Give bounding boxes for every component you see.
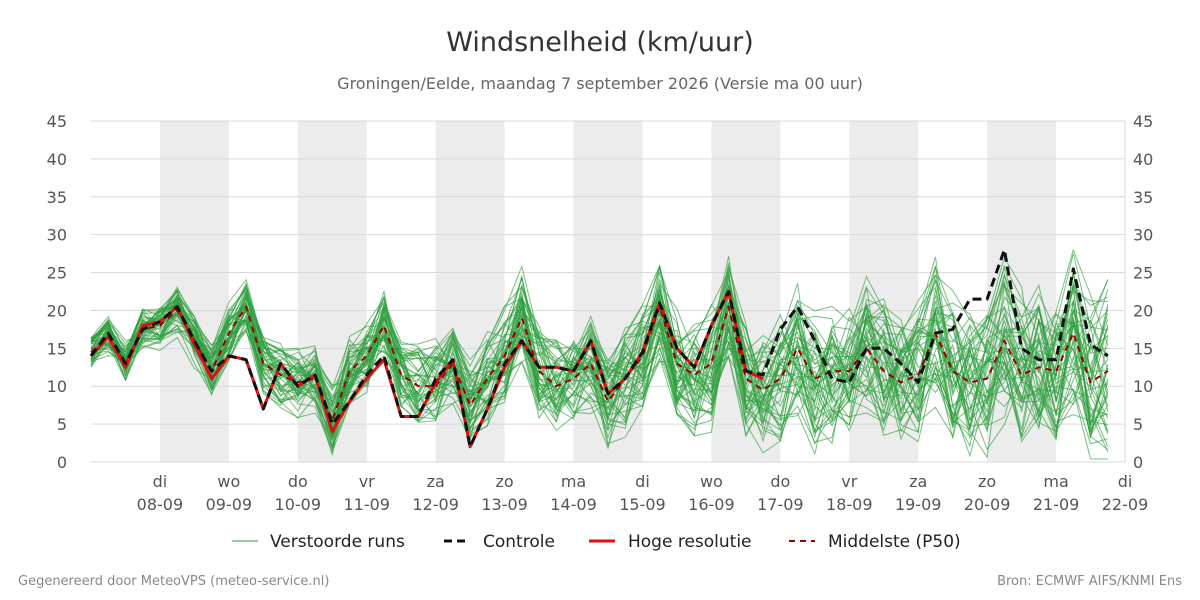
y-axis-left: 0 5 10 15 20 25 30 35 40 45 xyxy=(47,112,67,472)
y-tick-right-10: 10 xyxy=(1133,377,1153,396)
x-axis: di 08-09 wo 09-09 do 10-09 vr 11-09 za 12-09 zo 13-… xyxy=(137,472,1149,514)
x-tick-day-9: do xyxy=(770,472,790,491)
x-tick-date-9: 17-09 xyxy=(757,495,804,514)
y-tick-left-45: 45 xyxy=(47,112,67,131)
y-axis-right: 0 5 10 15 20 25 30 35 40 45 xyxy=(1133,112,1153,472)
x-tick-date-14: 22-09 xyxy=(1102,495,1149,514)
shaded-day-3 xyxy=(573,121,643,462)
y-tick-right-25: 25 xyxy=(1133,264,1153,283)
legend-label-hoge-resolutie: Hoge resolutie xyxy=(628,532,752,552)
x-tick-date-2: 10-09 xyxy=(275,495,322,514)
x-tick-day-3: vr xyxy=(359,472,375,491)
controle-line xyxy=(89,248,1109,449)
x-tick-day-8: wo xyxy=(700,472,723,491)
ensemble-member-40 xyxy=(90,291,1109,423)
x-tick-day-13: ma xyxy=(1043,472,1068,491)
footer-source: Bron: ECMWF AIFS/KNMI Ens xyxy=(997,574,1182,589)
x-tick-date-11: 19-09 xyxy=(895,495,942,514)
y-tick-left-0: 0 xyxy=(57,453,67,472)
x-tick-date-8: 16-09 xyxy=(688,495,735,514)
y-tick-right-40: 40 xyxy=(1133,150,1153,169)
main-series xyxy=(89,248,1109,449)
y-tick-left-30: 30 xyxy=(47,226,67,245)
y-tick-right-0: 0 xyxy=(1133,453,1143,472)
legend-label-controle: Controle xyxy=(483,532,555,552)
x-tick-day-7: di xyxy=(635,472,650,491)
y-tick-right-20: 20 xyxy=(1133,301,1153,320)
ensemble-member-50 xyxy=(90,277,1108,445)
ensemble-member-34 xyxy=(90,294,1109,441)
x-tick-day-10: vr xyxy=(841,472,857,491)
y-tick-right-45: 45 xyxy=(1133,112,1153,131)
ensemble-member-42 xyxy=(90,265,1109,437)
y-tick-left-25: 25 xyxy=(47,264,67,283)
x-tick-date-3: 11-09 xyxy=(343,495,390,514)
x-tick-date-7: 15-09 xyxy=(619,495,666,514)
shaded-day-0 xyxy=(159,121,229,462)
x-tick-day-12: zo xyxy=(978,472,996,491)
ensemble-member-44 xyxy=(90,255,1109,435)
x-tick-date-10: 18-09 xyxy=(826,495,873,514)
x-tick-day-0: di xyxy=(153,472,168,491)
x-tick-date-1: 09-09 xyxy=(206,495,253,514)
chart-subtitle: Groningen/Eelde, maandag 7 september 202… xyxy=(337,74,863,93)
y-tick-left-5: 5 xyxy=(57,415,67,434)
y-tick-left-15: 15 xyxy=(47,339,67,358)
x-tick-date-5: 13-09 xyxy=(481,495,528,514)
y-tick-left-20: 20 xyxy=(47,301,67,320)
y-tick-right-35: 35 xyxy=(1133,188,1153,207)
x-tick-day-4: za xyxy=(427,472,445,491)
ensemble-member-47 xyxy=(90,282,1109,439)
x-tick-date-12: 20-09 xyxy=(964,495,1011,514)
y-tick-left-10: 10 xyxy=(47,377,67,396)
footer-generated-by: Gegenereerd door MeteoVPS (meteo-service… xyxy=(18,574,329,589)
x-tick-date-0: 08-09 xyxy=(137,495,184,514)
y-tick-left-35: 35 xyxy=(47,188,67,207)
chart-title: Windsnelheid (km/uur) xyxy=(446,27,754,58)
x-tick-date-13: 21-09 xyxy=(1033,495,1080,514)
x-tick-day-14: di xyxy=(1118,472,1133,491)
ensemble-member-20 xyxy=(90,271,1108,440)
ensemble-member-48 xyxy=(90,289,1109,442)
ensemble-members xyxy=(90,248,1109,460)
y-tick-right-15: 15 xyxy=(1133,339,1153,358)
x-tick-day-6: ma xyxy=(561,472,586,491)
x-tick-date-6: 14-09 xyxy=(550,495,597,514)
y-tick-right-5: 5 xyxy=(1133,415,1143,434)
x-tick-day-2: do xyxy=(288,472,308,491)
x-tick-day-1: wo xyxy=(217,472,240,491)
y-tick-left-40: 40 xyxy=(47,150,67,169)
legend-label-p50: Middelste (P50) xyxy=(828,532,961,552)
legend: Verstoorde runs Controle Hoge resolutie … xyxy=(232,532,961,552)
legend-label-ensemble: Verstoorde runs xyxy=(270,532,405,552)
y-tick-right-30: 30 xyxy=(1133,226,1153,245)
x-tick-date-4: 12-09 xyxy=(412,495,459,514)
x-tick-day-11: za xyxy=(909,472,927,491)
ensemble-member-43 xyxy=(90,264,1109,424)
ensemble-member-49 xyxy=(90,279,1109,435)
x-tick-day-5: zo xyxy=(496,472,514,491)
